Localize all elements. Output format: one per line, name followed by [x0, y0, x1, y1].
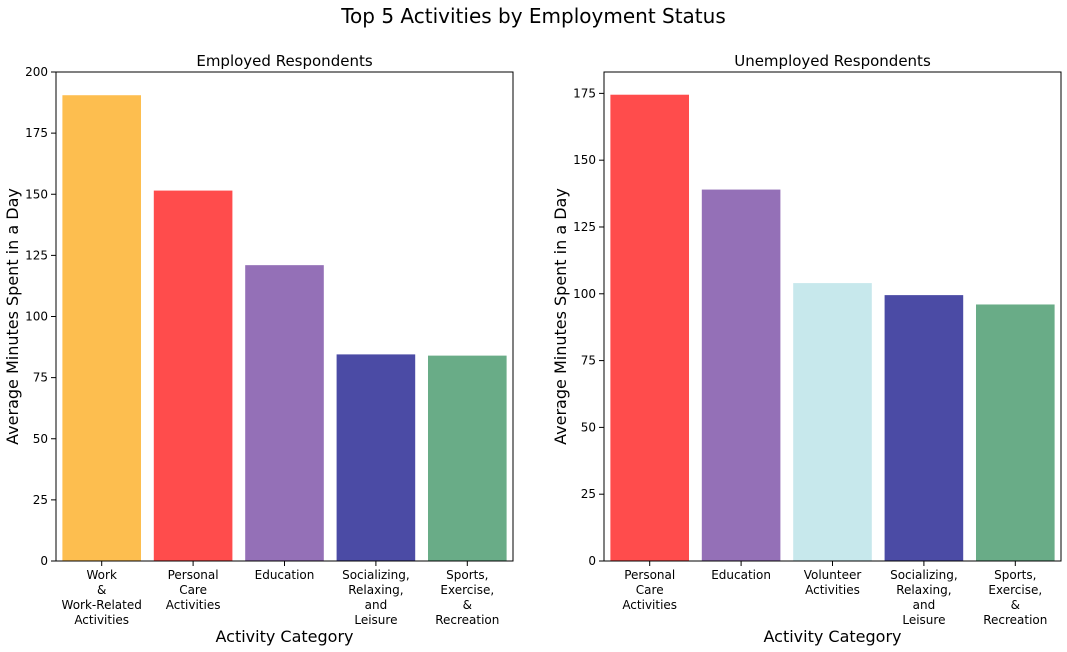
- chart1-ytick-label-1: 25: [33, 493, 48, 507]
- chart1-bar-5: [427, 355, 507, 561]
- chart1-xtick-label-0-line-3: Activities: [74, 613, 129, 627]
- chart2-xtick-label-4-line-0: Sports,: [994, 568, 1036, 582]
- chart2-xtick-label-4-line-1: Exercise,: [988, 583, 1042, 597]
- chart2-xtick-label-2: Volunteer Activities: [804, 568, 862, 597]
- chart1-xtick-label-1-line-2: Activities: [166, 598, 221, 612]
- chart1-ytick-label-3: 75: [33, 371, 48, 385]
- chart1-xtick-label-1: Personal Care Activities: [166, 568, 221, 612]
- chart2-title: Unemployed Respondents: [734, 52, 931, 70]
- chart2-bar-2: [701, 189, 781, 561]
- chart2-xtick-label-2-line-0: Volunteer: [804, 568, 862, 582]
- chart2-ytick-label-6: 150: [573, 153, 596, 167]
- chart1-ytick-label-5: 125: [25, 248, 48, 262]
- chart2-ytick-label-1: 25: [581, 487, 596, 501]
- chart1-xtick-label-2: Education: [255, 568, 315, 582]
- chart1-ylabel: Average Minutes Spent in a Day: [3, 188, 22, 445]
- chart1-xlabel: Activity Category: [215, 627, 353, 646]
- chart2-xtick-label-0-line-1: Care: [636, 583, 664, 597]
- chart2-ylabel: Average Minutes Spent in a Day: [551, 188, 570, 445]
- chart2-ytick-label-0: 0: [588, 554, 596, 568]
- chart1-ytick-label-7: 175: [25, 126, 48, 140]
- chart1-xtick-label-4-line-1: Exercise,: [440, 583, 494, 597]
- chart1-xtick-label-0-line-1: &: [97, 583, 106, 597]
- chart1-title: Employed Respondents: [196, 52, 372, 70]
- chart1-ytick-label-0: 0: [40, 554, 48, 568]
- chart2-xtick-label-1: Education: [711, 568, 771, 582]
- chart2-ytick-label-4: 100: [573, 287, 596, 301]
- chart2-bar-1: [610, 94, 690, 562]
- chart1-bar-1: [62, 95, 142, 561]
- chart2-xtick-label-0-line-2: Activities: [622, 598, 677, 612]
- chart2-xtick-label-0-line-0: Personal: [624, 568, 675, 582]
- chart1-xtick-label-3-line-2: and: [365, 598, 388, 612]
- chart1-ytick-label-6: 150: [25, 187, 48, 201]
- chart1-xtick-label-0-line-2: Work-Related: [62, 598, 142, 612]
- chart2-ytick-label-5: 125: [573, 220, 596, 234]
- chart2-xtick-label-3-line-0: Socializing,: [890, 568, 958, 582]
- chart1-xtick-label-3-line-3: Leisure: [354, 613, 397, 627]
- chart1-xtick-label-1-line-1: Care: [179, 583, 207, 597]
- chart2-xtick-label-3-line-2: and: [913, 598, 936, 612]
- figure-title: Top 5 Activities by Employment Status: [341, 4, 726, 28]
- chart2-xtick-label-2-line-1: Activities: [805, 583, 860, 597]
- chart2-xtick-label-3-line-1: Relaxing,: [896, 583, 951, 597]
- chart1-ytick-label-2: 50: [33, 432, 48, 446]
- chart1-bar-3: [245, 265, 324, 561]
- chart2-xtick-label-3-line-3: Leisure: [902, 613, 945, 627]
- chart2-bar-3: [793, 283, 872, 561]
- chart2-xlabel: Activity Category: [763, 627, 901, 646]
- chart1-xtick-label-4-line-2: &: [463, 598, 472, 612]
- chart2-xtick-label-1-line-0: Education: [711, 568, 771, 582]
- chart1-xtick-label-3-line-0: Socializing,: [342, 568, 410, 582]
- chart2-xtick-label-0: Personal Care Activities: [622, 568, 677, 612]
- chart2-xtick-label-4-line-3: Recreation: [983, 613, 1047, 627]
- chart1-xtick-label-4: Sports, Exercise, & Recreation: [435, 568, 499, 627]
- chart2-bar-4: [884, 295, 964, 561]
- chart1-xtick-label-0-line-0: Work: [87, 568, 117, 582]
- chart1-ytick-label-4: 100: [25, 310, 48, 324]
- chart2-ytick-label-7: 175: [573, 86, 596, 100]
- chart1-xtick-label-0: Work & Work-Related Activities: [62, 568, 142, 627]
- chart2-bar-5: [975, 304, 1055, 561]
- chart2-xtick-label-3: Socializing, Relaxing, and Leisure: [890, 568, 958, 627]
- chart2-xtick-label-4-line-2: &: [1011, 598, 1020, 612]
- chart1-xtick-label-3: Socializing, Relaxing, and Leisure: [342, 568, 410, 627]
- chart1-xtick-label-2-line-0: Education: [255, 568, 315, 582]
- chart2-ytick-label-3: 75: [581, 354, 596, 368]
- chart2-xtick-label-4: Sports, Exercise, & Recreation: [983, 568, 1047, 627]
- chart1-xtick-label-4-line-0: Sports,: [446, 568, 488, 582]
- chart1-xtick-label-1-line-0: Personal: [168, 568, 219, 582]
- chart1-xtick-label-4-line-3: Recreation: [435, 613, 499, 627]
- chart1-bar-4: [336, 354, 416, 561]
- chart1-bar-2: [153, 190, 233, 561]
- chart2-ytick-label-2: 50: [581, 420, 596, 434]
- chart1-ytick-label-8: 200: [25, 65, 48, 79]
- chart1-xtick-label-3-line-1: Relaxing,: [348, 583, 403, 597]
